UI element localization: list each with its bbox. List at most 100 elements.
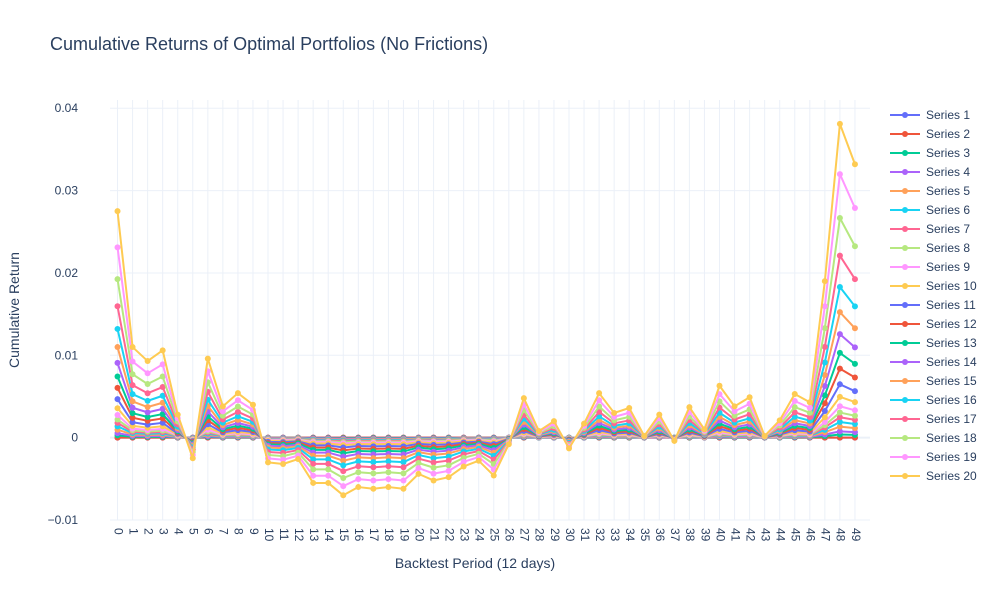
data-point <box>340 483 347 490</box>
data-point <box>851 161 858 168</box>
x-tick-label: 33 <box>608 528 622 542</box>
data-point <box>731 412 738 419</box>
legend-item[interactable]: Series 1 <box>890 108 970 122</box>
data-point <box>445 462 452 469</box>
data-point <box>355 463 362 470</box>
data-point <box>310 472 317 479</box>
legend-item[interactable]: Series 19 <box>890 450 977 464</box>
x-tick-label: 19 <box>397 528 411 542</box>
data-point <box>430 477 437 484</box>
legend-label: Series 6 <box>926 203 970 217</box>
data-point <box>656 411 663 418</box>
data-point <box>159 399 166 406</box>
data-point <box>159 373 166 380</box>
legend-item[interactable]: Series 9 <box>890 260 970 274</box>
legend-item[interactable]: Series 18 <box>890 431 977 445</box>
data-point <box>520 395 527 402</box>
data-point <box>430 470 437 477</box>
legend-item[interactable]: Series 13 <box>890 336 977 350</box>
data-point <box>851 416 858 423</box>
legend-item[interactable]: Series 15 <box>890 374 977 388</box>
legend-marker <box>902 150 908 156</box>
legend-item[interactable]: Series 3 <box>890 146 970 160</box>
x-tick-label: 30 <box>563 528 577 542</box>
legend-label: Series 11 <box>926 298 976 312</box>
data-point <box>310 466 317 473</box>
y-tick-label: 0.01 <box>55 348 79 362</box>
x-tick-label: 45 <box>789 528 803 542</box>
data-point <box>415 460 422 467</box>
series-line <box>116 122 856 497</box>
x-tick-label: 49 <box>849 528 863 542</box>
legend-item[interactable]: Series 16 <box>890 393 977 407</box>
data-point <box>370 470 377 477</box>
legend-item[interactable]: Series 17 <box>890 412 977 426</box>
data-point <box>340 468 347 475</box>
data-point <box>836 418 843 425</box>
data-point <box>385 484 392 491</box>
x-tick-label: 39 <box>698 528 712 542</box>
data-point <box>174 411 181 418</box>
data-point <box>746 394 753 401</box>
x-tick-label: 47 <box>819 528 833 542</box>
legend[interactable]: Series 1 Series 2 Series 3 Series 4 Series 5… <box>890 108 977 483</box>
data-point <box>219 403 226 410</box>
data-point <box>836 252 843 259</box>
data-point <box>731 403 738 410</box>
legend-label: Series 18 <box>926 431 977 445</box>
legend-item[interactable]: Series 5 <box>890 184 970 198</box>
legend-marker <box>902 340 908 346</box>
legend-label: Series 9 <box>926 260 970 274</box>
legend-item[interactable]: Series 14 <box>890 355 977 369</box>
x-tick-label: 2 <box>141 528 155 535</box>
x-tick-label: 0 <box>111 528 125 535</box>
data-point <box>836 349 843 356</box>
data-point <box>836 409 843 416</box>
data-point <box>114 373 121 380</box>
data-point <box>836 403 843 410</box>
data-point <box>129 382 136 389</box>
x-tick-label: 12 <box>292 528 306 542</box>
legend-marker <box>902 226 908 232</box>
data-point <box>204 355 211 362</box>
x-tick-label: 22 <box>442 528 456 542</box>
legend-marker <box>902 283 908 289</box>
data-point <box>460 463 467 470</box>
data-point <box>114 208 121 215</box>
data-point <box>806 399 813 406</box>
data-point <box>325 479 332 486</box>
data-point <box>114 396 121 403</box>
data-point <box>701 426 708 433</box>
data-point <box>791 409 798 416</box>
legend-item[interactable]: Series 8 <box>890 241 970 255</box>
data-point <box>415 465 422 472</box>
y-tick-label: 0.04 <box>55 101 79 115</box>
data-point <box>370 485 377 492</box>
data-point <box>415 470 422 477</box>
data-point <box>821 278 828 285</box>
data-point <box>821 325 828 332</box>
x-tick-label: 1 <box>126 528 140 535</box>
data-point <box>234 413 241 420</box>
legend-label: Series 12 <box>926 317 977 331</box>
data-point <box>219 408 226 415</box>
x-tick-label: 17 <box>367 528 381 542</box>
legend-item[interactable]: Series 11 <box>890 298 976 312</box>
data-point <box>340 457 347 464</box>
legend-item[interactable]: Series 12 <box>890 317 977 331</box>
data-point <box>821 359 828 366</box>
data-point <box>836 331 843 338</box>
legend-item[interactable]: Series 20 <box>890 469 977 483</box>
legend-item[interactable]: Series 2 <box>890 127 970 141</box>
legend-item[interactable]: Series 4 <box>890 165 970 179</box>
data-point <box>325 460 332 467</box>
data-point <box>114 416 121 423</box>
legend-item[interactable]: Series 10 <box>890 279 977 293</box>
legend-item[interactable]: Series 7 <box>890 222 970 236</box>
data-point <box>836 428 843 435</box>
x-tick-label: 7 <box>217 528 231 535</box>
data-point <box>535 428 542 435</box>
legend-marker <box>902 302 908 308</box>
legend-item[interactable]: Series 6 <box>890 203 970 217</box>
legend-label: Series 7 <box>926 222 970 236</box>
